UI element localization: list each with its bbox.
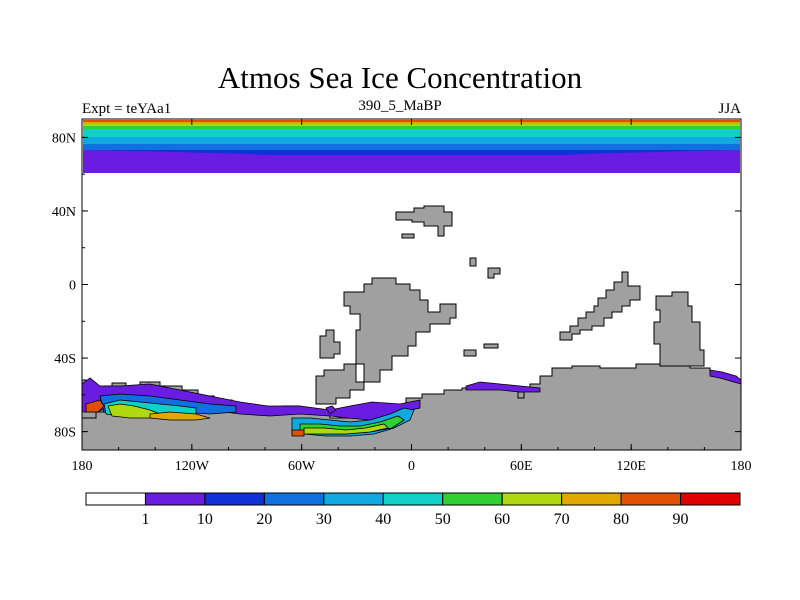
colorbar-label: 80	[613, 511, 629, 528]
colorbar-label: 30	[316, 511, 332, 528]
colorbar-swatch	[323, 492, 384, 506]
colorbar-label: 10	[197, 511, 213, 528]
colorbar-swatch	[382, 492, 444, 506]
colorbar-swatch	[620, 492, 682, 506]
lon-tick-label: 180	[731, 459, 752, 474]
colorbar-label: 1	[141, 511, 149, 528]
ice-ring-purple-east	[465, 381, 541, 393]
colorbar-swatch	[85, 492, 146, 506]
period-label: 390_5_MaBP	[358, 98, 442, 114]
colorbar-label: 20	[256, 511, 272, 528]
lat-tick-label: 0	[69, 279, 76, 294]
arctic-ice-band	[83, 150, 740, 155]
colorbar-swatch	[204, 492, 265, 506]
lat-tick-label: 80N	[52, 131, 76, 146]
colorbar-swatch	[680, 492, 741, 506]
arctic-ice-edge	[83, 150, 740, 170]
colorbar-swatch	[442, 492, 503, 506]
lon-tick-label: 0	[408, 459, 415, 474]
lat-tick-label: 40S	[54, 352, 76, 367]
fragment-small-6	[517, 391, 525, 399]
colorbar-swatch	[144, 492, 206, 506]
colorbar-label: 50	[435, 511, 451, 528]
fragment-small-3	[487, 267, 501, 279]
fragment-small-5	[483, 343, 499, 349]
lon-tick-label: 120E	[616, 459, 646, 474]
ice-ring-orange	[149, 411, 211, 421]
map-title: Atmos Sea Ice Concentration	[217, 60, 583, 95]
ice-patch-small	[325, 405, 337, 415]
colorbar-label: 60	[494, 511, 510, 528]
europe-land	[395, 205, 453, 237]
colorbar-label: 90	[673, 511, 689, 528]
north-china-land	[559, 271, 641, 341]
colorbar-label: 40	[375, 511, 391, 528]
colorbar-swatch	[501, 492, 563, 506]
lon-tick-label: 180	[72, 459, 93, 474]
fragment-small-4	[463, 349, 477, 357]
fragment-americas	[319, 329, 341, 359]
lon-tick-label: 60W	[288, 459, 316, 474]
lat-tick-label: 80S	[54, 426, 76, 441]
southern-sea-ice	[81, 369, 742, 437]
arctic-ice-band	[83, 129, 740, 137]
arctic-sea-ice	[83, 120, 740, 173]
colorbar-swatch	[561, 492, 622, 506]
colorbar-swatch	[263, 492, 325, 506]
colorbar-label: 70	[554, 511, 570, 528]
experiment-label: Expt = teYAa1	[82, 101, 172, 117]
africa-land	[343, 277, 457, 383]
axis-tick-labels: 180 120W 60W 0 60E 120E 180 80N 40N 0 40S 80S	[52, 131, 752, 474]
weddell-ice-red	[291, 429, 305, 437]
lat-tick-label: 40N	[52, 205, 76, 220]
west-africa-land	[315, 363, 365, 405]
axis-ticks	[81, 119, 742, 450]
east-asia-land	[653, 291, 705, 367]
fragment-small-1	[401, 233, 415, 239]
lon-tick-label: 60E	[510, 459, 533, 474]
weddell-ice-yellow	[303, 423, 389, 435]
arctic-ice-band	[83, 126, 740, 129]
arctic-ice-band	[83, 144, 740, 150]
arctic-ice-band	[83, 137, 740, 144]
lon-tick-label: 120W	[175, 459, 210, 474]
ice-ring-red	[85, 399, 105, 413]
season-label: JJA	[718, 101, 741, 117]
fragment-small-2	[469, 257, 477, 267]
colorbar: 1 10 20 30 40 50 60 70 80 90	[85, 492, 741, 528]
